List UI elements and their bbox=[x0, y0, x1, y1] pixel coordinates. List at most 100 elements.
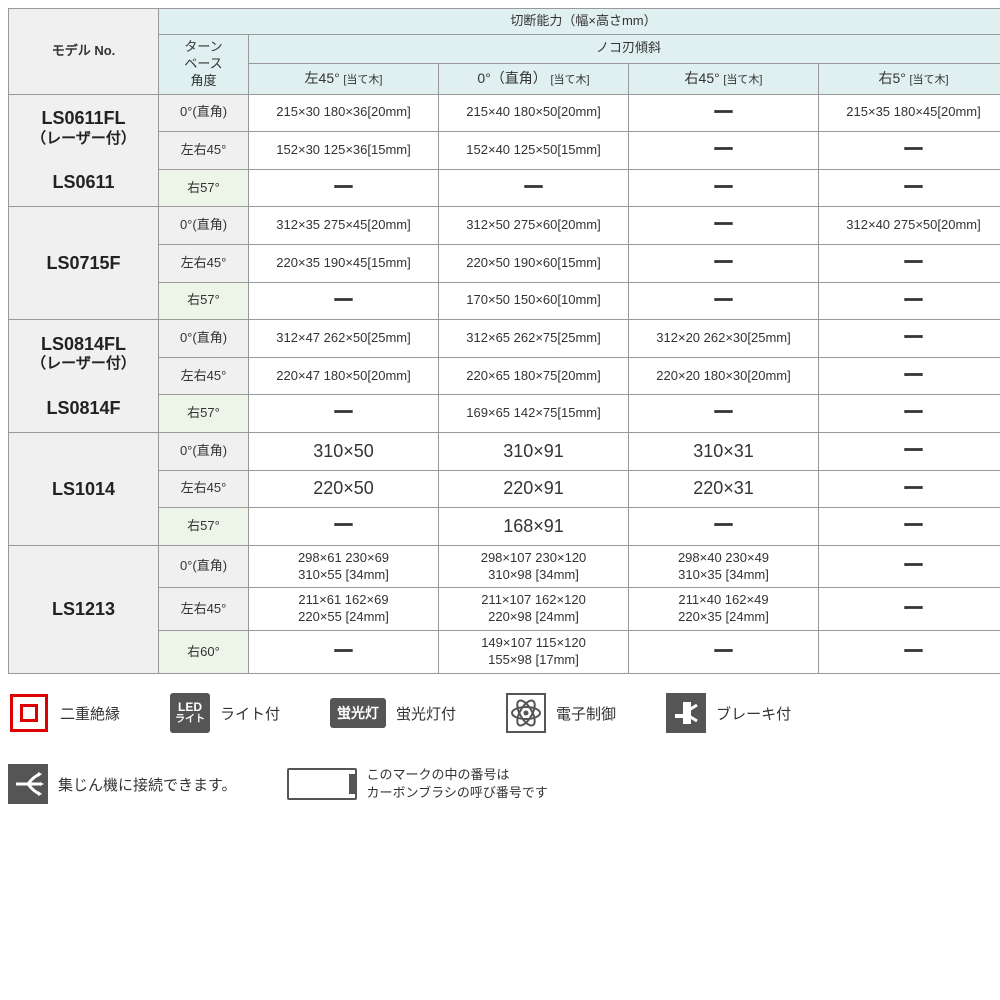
data-cell: 312×50 275×60[20mm] bbox=[439, 207, 629, 245]
spec-table: モデル No. 切断能力（幅×高さmm） ターン ベース 角度 ノコ刃傾斜 左4… bbox=[8, 8, 1000, 674]
data-cell: ー bbox=[819, 282, 1000, 320]
carbon-brush-icon bbox=[287, 768, 357, 800]
fluorescent-icon: 蛍光灯 bbox=[330, 698, 386, 728]
data-cell: ー bbox=[819, 169, 1000, 207]
data-cell: ー bbox=[819, 508, 1000, 546]
dust-collector-icon bbox=[8, 764, 48, 804]
data-cell: ー bbox=[819, 244, 1000, 282]
angle-cell: 0°(直角) bbox=[159, 432, 249, 470]
table-header: モデル No. 切断能力（幅×高さmm） ターン ベース 角度 ノコ刃傾斜 左4… bbox=[9, 9, 1000, 95]
icon-fluorescent: 蛍光灯 蛍光灯付 bbox=[330, 698, 456, 728]
data-cell: ー bbox=[249, 282, 439, 320]
hdr-col: 左45° [当て木] bbox=[249, 63, 439, 94]
model-cell: LS1213 bbox=[9, 545, 159, 673]
data-cell: 152×30 125×36[15mm] bbox=[249, 132, 439, 170]
brake-icon bbox=[666, 693, 706, 733]
data-cell: ー bbox=[819, 470, 1000, 508]
data-cell: 220×20 180×30[20mm] bbox=[629, 357, 819, 395]
data-cell: 312×47 262×50[25mm] bbox=[249, 320, 439, 358]
angle-cell: 左右45° bbox=[159, 588, 249, 631]
data-cell: ー bbox=[629, 207, 819, 245]
data-cell: 312×20 262×30[25mm] bbox=[629, 320, 819, 358]
data-cell: ー bbox=[629, 395, 819, 433]
data-cell: 220×31 bbox=[629, 470, 819, 508]
data-cell: 220×50 bbox=[249, 470, 439, 508]
data-cell: 211×107 162×120 220×98 [24mm] bbox=[439, 588, 629, 631]
data-cell: ー bbox=[819, 132, 1000, 170]
led-icon: LED ライト bbox=[170, 693, 210, 733]
angle-cell: 右57° bbox=[159, 395, 249, 433]
hdr-col: 右5° [当て木] bbox=[819, 63, 1000, 94]
data-cell: 220×91 bbox=[439, 470, 629, 508]
data-cell: ー bbox=[439, 169, 629, 207]
data-cell: 152×40 125×50[15mm] bbox=[439, 132, 629, 170]
double-insulation-icon bbox=[8, 692, 50, 734]
angle-cell: 0°(直角) bbox=[159, 207, 249, 245]
angle-cell: 右57° bbox=[159, 508, 249, 546]
table-row: LS0611FL（レーザー付）LS06110°(直角)215×30 180×36… bbox=[9, 94, 1000, 132]
data-cell: 215×35 180×45[20mm] bbox=[819, 94, 1000, 132]
angle-cell: 0°(直角) bbox=[159, 94, 249, 132]
hdr-main: 切断能力（幅×高さmm） bbox=[159, 9, 1000, 35]
data-cell: 169×65 142×75[15mm] bbox=[439, 395, 629, 433]
hdr-blade: ノコ刃傾斜 bbox=[249, 34, 1000, 63]
data-cell: 298×107 230×120 310×98 [34mm] bbox=[439, 545, 629, 588]
icon-label: 電子制御 bbox=[556, 703, 616, 724]
hdr-turn: ターン ベース 角度 bbox=[159, 34, 249, 94]
hdr-model: モデル No. bbox=[9, 9, 159, 95]
angle-cell: 右60° bbox=[159, 631, 249, 674]
data-cell: ー bbox=[629, 631, 819, 674]
model-cell: LS1014 bbox=[9, 432, 159, 545]
data-cell: 298×61 230×69 310×55 [34mm] bbox=[249, 545, 439, 588]
data-cell: ー bbox=[819, 432, 1000, 470]
data-cell: ー bbox=[629, 508, 819, 546]
angle-cell: 右57° bbox=[159, 282, 249, 320]
data-cell: 310×91 bbox=[439, 432, 629, 470]
data-cell: ー bbox=[629, 282, 819, 320]
angle-cell: 左右45° bbox=[159, 357, 249, 395]
icon-label: ブレーキ付 bbox=[716, 703, 791, 724]
hdr-col: 0°（直角） [当て木] bbox=[439, 63, 629, 94]
icon-legend: 二重絶縁 LED ライト ライト付 蛍光灯 蛍光灯付 電子制御 bbox=[8, 692, 992, 804]
data-cell: 312×65 262×75[25mm] bbox=[439, 320, 629, 358]
icon-label: ライト付 bbox=[220, 703, 280, 724]
data-cell: ー bbox=[249, 169, 439, 207]
model-cell: LS0611FL（レーザー付）LS0611 bbox=[9, 94, 159, 207]
icon-label: 蛍光灯付 bbox=[396, 703, 456, 724]
data-cell: 298×40 230×49 310×35 [34mm] bbox=[629, 545, 819, 588]
angle-cell: 左右45° bbox=[159, 470, 249, 508]
icon-brake: ブレーキ付 bbox=[666, 693, 791, 733]
icon-label: このマークの中の番号は カーボンブラシの呼び番号です bbox=[367, 766, 548, 802]
model-cell: LS0715F bbox=[9, 207, 159, 320]
table-row: LS0814FL（レーザー付）LS0814F0°(直角)312×47 262×5… bbox=[9, 320, 1000, 358]
data-cell: ー bbox=[249, 395, 439, 433]
hdr-col: 右45° [当て木] bbox=[629, 63, 819, 94]
data-cell: 211×61 162×69 220×55 [24mm] bbox=[249, 588, 439, 631]
angle-cell: 左右45° bbox=[159, 244, 249, 282]
icon-dust-collector: 集じん機に接続できます。 bbox=[8, 764, 237, 804]
table-row: LS10140°(直角)310×50310×91310×31ー bbox=[9, 432, 1000, 470]
data-cell: ー bbox=[819, 320, 1000, 358]
data-cell: ー bbox=[819, 631, 1000, 674]
data-cell: 149×107 115×120 155×98 [17mm] bbox=[439, 631, 629, 674]
icon-carbon-brush: このマークの中の番号は カーボンブラシの呼び番号です bbox=[287, 766, 548, 802]
data-cell: ー bbox=[819, 588, 1000, 631]
data-cell: 211×40 162×49 220×35 [24mm] bbox=[629, 588, 819, 631]
data-cell: ー bbox=[629, 132, 819, 170]
icon-electronic-control: 電子制御 bbox=[506, 693, 616, 733]
data-cell: 215×40 180×50[20mm] bbox=[439, 94, 629, 132]
data-cell: ー bbox=[249, 508, 439, 546]
angle-cell: 左右45° bbox=[159, 132, 249, 170]
data-cell: 170×50 150×60[10mm] bbox=[439, 282, 629, 320]
data-cell: ー bbox=[629, 94, 819, 132]
angle-cell: 0°(直角) bbox=[159, 320, 249, 358]
data-cell: 220×65 180×75[20mm] bbox=[439, 357, 629, 395]
data-cell: 312×35 275×45[20mm] bbox=[249, 207, 439, 245]
table-row: LS12130°(直角)298×61 230×69 310×55 [34mm]2… bbox=[9, 545, 1000, 588]
icon-led-light: LED ライト ライト付 bbox=[170, 693, 280, 733]
icon-label: 二重絶縁 bbox=[60, 703, 120, 724]
data-cell: 168×91 bbox=[439, 508, 629, 546]
electronic-control-icon bbox=[506, 693, 546, 733]
data-cell: ー bbox=[629, 169, 819, 207]
data-cell: ー bbox=[249, 631, 439, 674]
